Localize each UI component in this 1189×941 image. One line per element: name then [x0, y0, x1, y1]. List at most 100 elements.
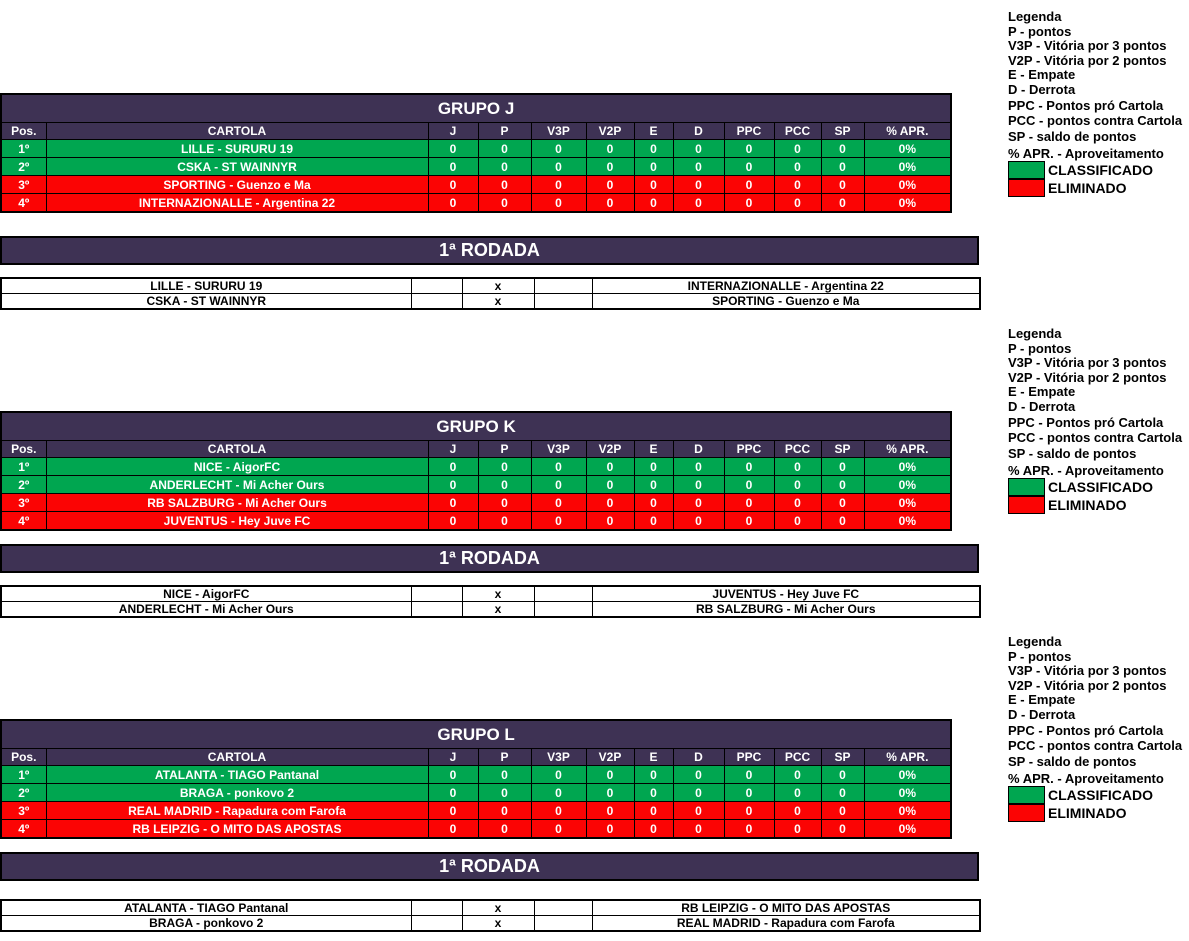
- stat-cell-sp: 0: [820, 801, 865, 820]
- stat-cell-apr: 0%: [863, 493, 952, 512]
- stat-cell-v3p: 0: [530, 175, 587, 194]
- stat-cell-j: 0: [427, 511, 479, 531]
- legend-item: SP - saldo de pontos: [1008, 446, 1137, 461]
- legend-item: V3P - Vitória por 3 pontos: [1008, 38, 1167, 53]
- matches-table-grupo-k: NICE - AigorFC x JUVENTUS - Hey Juve FC …: [0, 585, 981, 618]
- col-header-ppc: PPC: [723, 748, 775, 766]
- classified-label: CLASSIFICADO: [1048, 787, 1153, 803]
- round-banner-grupo-l: 1ª RODADA: [0, 852, 979, 881]
- table-row: 4º RB LEIPZIG - O MITO DAS APOSTAS 0 0 0…: [0, 819, 952, 839]
- stat-cell-pcc: 0: [773, 139, 822, 158]
- stat-cell-j: 0: [427, 475, 479, 494]
- versus-cell: x: [461, 585, 535, 602]
- home-team-cell: CSKA - ST WAINNYR: [0, 293, 412, 310]
- stat-cell-d: 0: [672, 801, 725, 820]
- stat-cell-v2p: 0: [585, 193, 635, 213]
- table-row: 2º ANDERLECHT - Mi Acher Ours 0 0 0 0 0 …: [0, 475, 952, 494]
- stat-cell-j: 0: [427, 175, 479, 194]
- legend-item: PPC - Pontos pró Cartola: [1008, 98, 1164, 113]
- legend-item: V2P - Vitória por 2 pontos: [1008, 369, 1167, 385]
- legend-classified-row: CLASSIFICADO: [1008, 161, 1188, 179]
- stat-cell-p: 0: [477, 801, 532, 820]
- stat-cell-d: 0: [672, 193, 725, 213]
- match-row: NICE - AigorFC x JUVENTUS - Hey Juve FC: [0, 585, 981, 602]
- position-cell: 4º: [0, 819, 47, 839]
- home-team-cell: ANDERLECHT - Mi Acher Ours: [0, 601, 412, 618]
- match-row: CSKA - ST WAINNYR x SPORTING - Guenzo e …: [0, 293, 981, 310]
- stat-cell-d: 0: [672, 457, 725, 476]
- stat-cell-pcc: 0: [773, 801, 822, 820]
- stat-cell-v3p: 0: [530, 801, 587, 820]
- legend-title: Legenda: [1008, 326, 1062, 341]
- stat-cell-j: 0: [427, 819, 479, 839]
- stat-cell-sp: 0: [820, 493, 865, 512]
- stat-cell-v2p: 0: [585, 765, 635, 784]
- legend-item: PCC - pontos contra Cartola: [1008, 737, 1183, 753]
- position-cell: 3º: [0, 175, 47, 194]
- group-title: GRUPO J: [0, 93, 952, 123]
- team-cell: JUVENTUS - Hey Juve FC: [45, 511, 429, 531]
- classified-label: CLASSIFICADO: [1048, 479, 1153, 495]
- table-row: 2º CSKA - ST WAINNYR 0 0 0 0 0 0 0 0 0 0…: [0, 157, 952, 176]
- stat-cell-ppc: 0: [723, 457, 775, 476]
- team-cell: BRAGA - ponkovo 2: [45, 783, 429, 802]
- stat-cell-e: 0: [633, 493, 674, 512]
- stat-cell-d: 0: [672, 139, 725, 158]
- stat-cell-pcc: 0: [773, 493, 822, 512]
- stat-cell-apr: 0%: [863, 457, 952, 476]
- position-cell: 1º: [0, 139, 47, 158]
- away-team-cell: JUVENTUS - Hey Juve FC: [591, 585, 981, 602]
- col-header-sp: SP: [820, 122, 865, 140]
- home-score-cell: [410, 915, 463, 932]
- col-header-j: J: [427, 122, 479, 140]
- eliminated-label: ELIMINADO: [1048, 805, 1127, 821]
- legend-block-2: Legenda P - pontos V3P - Vitória por 3 p…: [1008, 326, 1188, 514]
- match-row: BRAGA - ponkovo 2 x REAL MADRID - Rapadu…: [0, 915, 981, 932]
- stat-cell-v2p: 0: [585, 493, 635, 512]
- col-header-pos: Pos.: [0, 748, 47, 766]
- round-banner-grupo-k: 1ª RODADA: [0, 544, 979, 573]
- stat-cell-v3p: 0: [530, 493, 587, 512]
- match-row: ATALANTA - TIAGO Pantanal x RB LEIPZIG -…: [0, 899, 981, 916]
- standings-table-grupo-l: GRUPO L Pos. CARTOLA J P V3P V2P E D PPC…: [0, 719, 953, 839]
- legend-item: % APR. - Aproveitamento: [1008, 770, 1164, 786]
- stat-cell-v2p: 0: [585, 457, 635, 476]
- legend-eliminated-row: ELIMINADO: [1008, 804, 1188, 822]
- stat-cell-p: 0: [477, 511, 532, 531]
- legend-block-1: Legenda P - pontos V3P - Vitória por 3 p…: [1008, 9, 1188, 197]
- col-header-cartola: CARTOLA: [45, 122, 429, 140]
- legend-classified-row: CLASSIFICADO: [1008, 786, 1188, 804]
- stat-cell-p: 0: [477, 175, 532, 194]
- stat-cell-d: 0: [672, 511, 725, 531]
- stat-cell-e: 0: [633, 175, 674, 194]
- stat-cell-apr: 0%: [863, 765, 952, 784]
- table-row: 1º NICE - AigorFC 0 0 0 0 0 0 0 0 0 0%: [0, 457, 952, 476]
- group-title: GRUPO L: [0, 719, 952, 749]
- legend-item: % APR. - Aproveitamento: [1008, 462, 1164, 478]
- col-header-cartola: CARTOLA: [45, 748, 429, 766]
- legend-item: P - pontos: [1008, 340, 1072, 356]
- stat-cell-apr: 0%: [863, 475, 952, 494]
- stat-cell-apr: 0%: [863, 819, 952, 839]
- stat-cell-pcc: 0: [773, 457, 822, 476]
- stat-cell-p: 0: [477, 139, 532, 158]
- stat-cell-pcc: 0: [773, 475, 822, 494]
- table-row: 3º REAL MADRID - Rapadura com Farofa 0 0…: [0, 801, 952, 820]
- stat-cell-apr: 0%: [863, 511, 952, 531]
- stat-cell-pcc: 0: [773, 175, 822, 194]
- legend-eliminated-row: ELIMINADO: [1008, 179, 1188, 197]
- stat-cell-apr: 0%: [863, 801, 952, 820]
- col-header-j: J: [427, 440, 479, 458]
- stat-cell-j: 0: [427, 139, 479, 158]
- eliminated-label: ELIMINADO: [1048, 497, 1127, 513]
- stat-cell-d: 0: [672, 475, 725, 494]
- legend-item: V3P - Vitória por 3 pontos: [1008, 355, 1167, 370]
- eliminated-swatch: [1008, 179, 1045, 197]
- col-header-p: P: [477, 122, 532, 140]
- away-score-cell: [533, 601, 593, 618]
- stat-cell-v2p: 0: [585, 139, 635, 158]
- legend-item: V2P - Vitória por 2 pontos: [1008, 52, 1167, 68]
- stat-cell-ppc: 0: [723, 175, 775, 194]
- col-header-apr: % APR.: [863, 748, 952, 766]
- legend-item: E - Empate: [1008, 692, 1076, 707]
